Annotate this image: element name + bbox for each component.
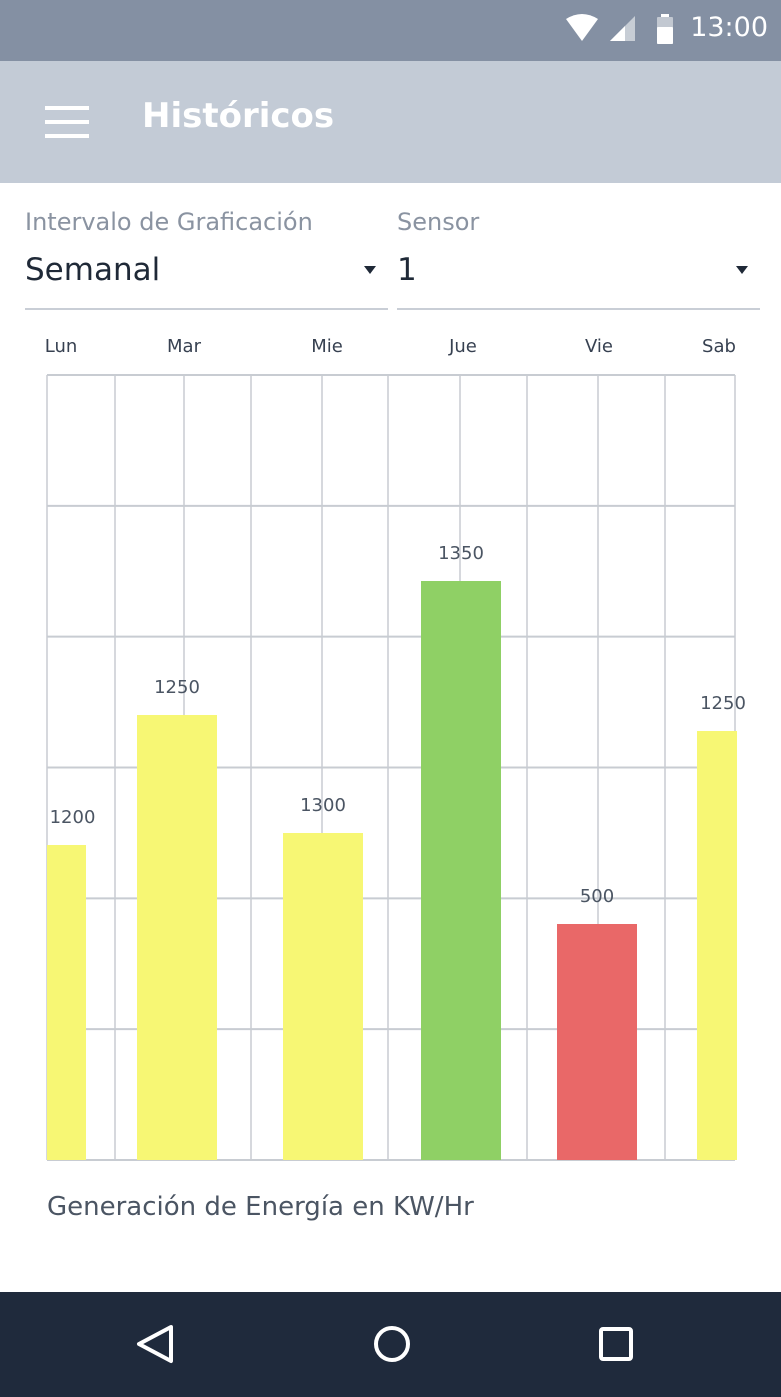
back-icon[interactable] — [125, 1314, 185, 1374]
x-tick-label: Vie — [585, 336, 613, 357]
data-label: 1250 — [154, 677, 200, 698]
bar — [137, 715, 217, 1160]
bar — [557, 924, 637, 1160]
page-title: Históricos — [142, 96, 335, 136]
status-bar: 13:00 — [0, 0, 781, 61]
bar — [47, 845, 86, 1160]
nav-bar — [0, 1292, 781, 1397]
x-tick-label: Jue — [448, 336, 477, 357]
data-label: 1350 — [438, 543, 484, 564]
home-icon[interactable] — [362, 1314, 422, 1374]
x-tick-label: Sab — [702, 336, 736, 357]
bar — [421, 581, 501, 1160]
interval-value: Semanal — [25, 252, 161, 288]
app-bar: Históricos — [0, 61, 781, 183]
chevron-down-icon — [364, 266, 376, 274]
interval-label: Intervalo de Graficación — [25, 208, 313, 236]
bar — [283, 833, 363, 1160]
status-time: 13:00 — [690, 12, 768, 43]
energy-bar-chart: Lun Mar Mie Jue Vie Sab 1200 1250 1300 1350 500 125… — [45, 336, 746, 1161]
data-label: 500 — [580, 886, 614, 907]
signal-icon — [610, 16, 635, 41]
energy-chart: Lun Mar Mie Jue Vie Sab 1200 1250 1300 1350 500 125… — [0, 320, 781, 1170]
bar — [697, 731, 737, 1160]
sensor-dropdown[interactable]: 1 — [397, 246, 760, 310]
battery-icon — [657, 14, 673, 44]
interval-dropdown[interactable]: Semanal — [25, 246, 388, 310]
data-label: 1300 — [300, 795, 346, 816]
sensor-value: 1 — [397, 252, 417, 288]
recents-icon[interactable] — [586, 1314, 646, 1374]
sensor-label: Sensor — [397, 208, 480, 236]
x-tick-label: Mar — [167, 336, 202, 357]
menu-icon[interactable] — [30, 89, 102, 155]
chevron-down-icon — [736, 266, 748, 274]
x-tick-label: Mie — [311, 336, 343, 357]
data-label: 1200 — [50, 807, 96, 828]
x-tick-label: Lun — [45, 336, 78, 357]
data-label: 1250 — [700, 693, 746, 714]
wifi-icon — [566, 14, 598, 41]
chart-xlabel: Generación de Energía en KW/Hr — [47, 1192, 474, 1222]
